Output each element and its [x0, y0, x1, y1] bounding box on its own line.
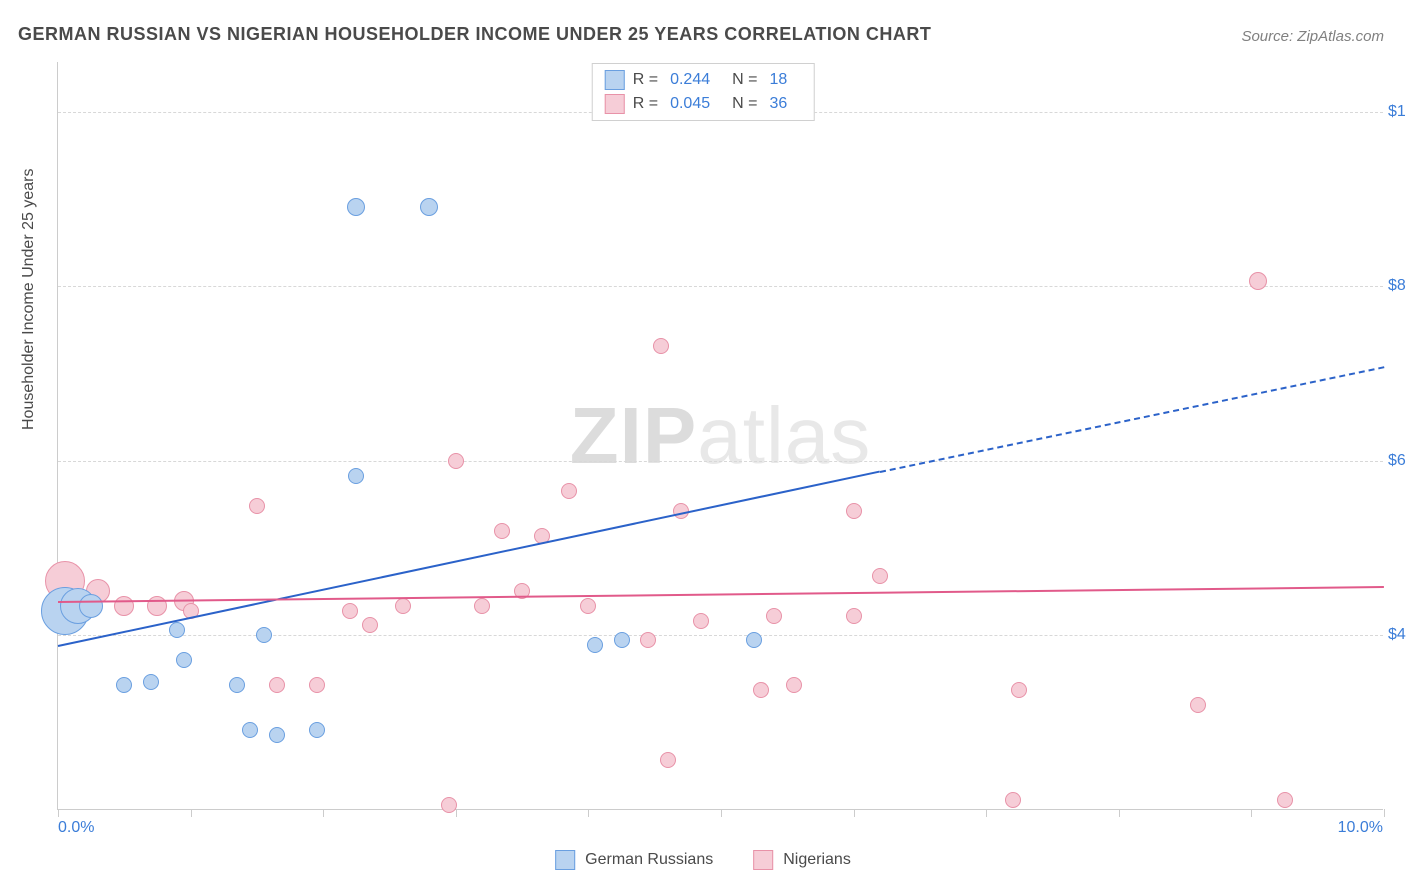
swatch-nigerians — [753, 850, 773, 870]
data-point-german-russians — [229, 677, 245, 693]
gridline — [58, 461, 1383, 462]
r-value-nigerians: 0.045 — [670, 95, 710, 113]
data-point-nigerians — [309, 677, 325, 693]
data-point-german-russians — [116, 677, 132, 693]
x-tick — [191, 809, 192, 817]
series-legend: German Russians Nigerians — [555, 850, 851, 870]
data-point-german-russians — [242, 722, 258, 738]
data-point-nigerians — [640, 632, 656, 648]
data-point-nigerians — [474, 598, 490, 614]
x-tick — [1251, 809, 1252, 817]
trend-line-german-russians-extrapolated — [880, 366, 1384, 473]
correlation-chart: GERMAN RUSSIAN VS NIGERIAN HOUSEHOLDER I… — [0, 0, 1406, 892]
data-point-german-russians — [143, 674, 159, 690]
x-axis-min-label: 0.0% — [58, 819, 94, 837]
x-tick — [588, 809, 589, 817]
data-point-nigerians — [1249, 272, 1267, 290]
data-point-nigerians — [561, 483, 577, 499]
data-point-german-russians — [614, 632, 630, 648]
data-point-nigerians — [448, 453, 464, 469]
data-point-nigerians — [660, 752, 676, 768]
data-point-german-russians — [347, 198, 365, 216]
swatch-german-russians — [605, 70, 625, 90]
data-point-nigerians — [269, 677, 285, 693]
data-point-german-russians — [348, 468, 364, 484]
stats-row-german-russians: R = 0.244 N = 18 — [605, 68, 802, 92]
trend-line-german-russians — [58, 471, 881, 647]
r-value-german-russians: 0.244 — [670, 71, 710, 89]
data-point-nigerians — [1005, 792, 1021, 808]
x-tick — [1384, 809, 1385, 817]
y-tick-label: $65,000 — [1388, 452, 1406, 470]
chart-title: GERMAN RUSSIAN VS NIGERIAN HOUSEHOLDER I… — [18, 24, 931, 45]
data-point-german-russians — [79, 594, 103, 618]
legend-item-nigerians: Nigerians — [753, 850, 851, 870]
stats-legend: R = 0.244 N = 18 R = 0.045 N = 36 — [592, 63, 815, 121]
watermark-light: atlas — [697, 391, 871, 480]
data-point-nigerians — [846, 503, 862, 519]
x-tick — [456, 809, 457, 817]
plot-area: ZIPatlas $47,500$65,000$82,500$100,0000.… — [57, 62, 1383, 810]
data-point-nigerians — [249, 498, 265, 514]
data-point-nigerians — [441, 797, 457, 813]
legend-item-german-russians: German Russians — [555, 850, 713, 870]
data-point-nigerians — [753, 682, 769, 698]
r-label: R = — [633, 71, 658, 89]
data-point-nigerians — [693, 613, 709, 629]
data-point-german-russians — [176, 652, 192, 668]
watermark-bold: ZIP — [570, 391, 697, 480]
data-point-nigerians — [766, 608, 782, 624]
y-tick-label: $100,000 — [1388, 103, 1406, 121]
gridline — [58, 286, 1383, 287]
x-tick — [58, 809, 59, 817]
data-point-nigerians — [395, 598, 411, 614]
r-label: R = — [633, 95, 658, 113]
legend-label: Nigerians — [783, 851, 851, 869]
data-point-nigerians — [494, 523, 510, 539]
data-point-nigerians — [580, 598, 596, 614]
data-point-nigerians — [846, 608, 862, 624]
data-point-nigerians — [653, 338, 669, 354]
data-point-nigerians — [1277, 792, 1293, 808]
y-axis-label: Householder Income Under 25 years — [20, 169, 38, 430]
data-point-nigerians — [872, 568, 888, 584]
legend-label: German Russians — [585, 851, 713, 869]
data-point-german-russians — [269, 727, 285, 743]
data-point-german-russians — [587, 637, 603, 653]
data-point-nigerians — [1190, 697, 1206, 713]
n-label: N = — [732, 71, 757, 89]
stats-row-nigerians: R = 0.045 N = 36 — [605, 92, 802, 116]
swatch-german-russians — [555, 850, 575, 870]
watermark: ZIPatlas — [570, 390, 871, 482]
y-tick-label: $47,500 — [1388, 626, 1406, 644]
data-point-german-russians — [309, 722, 325, 738]
n-label: N = — [732, 95, 757, 113]
data-point-nigerians — [362, 617, 378, 633]
n-value-nigerians: 36 — [769, 95, 787, 113]
n-value-german-russians: 18 — [769, 71, 787, 89]
data-point-nigerians — [147, 596, 167, 616]
data-point-german-russians — [169, 622, 185, 638]
data-point-german-russians — [420, 198, 438, 216]
data-point-nigerians — [114, 596, 134, 616]
data-point-german-russians — [256, 627, 272, 643]
x-tick — [721, 809, 722, 817]
data-point-nigerians — [1011, 682, 1027, 698]
x-tick — [1119, 809, 1120, 817]
data-point-german-russians — [746, 632, 762, 648]
data-point-nigerians — [342, 603, 358, 619]
y-tick-label: $82,500 — [1388, 277, 1406, 295]
x-tick — [323, 809, 324, 817]
x-axis-max-label: 10.0% — [1338, 819, 1383, 837]
data-point-nigerians — [786, 677, 802, 693]
x-tick — [986, 809, 987, 817]
trend-line-nigerians — [58, 586, 1384, 603]
swatch-nigerians — [605, 94, 625, 114]
x-tick — [854, 809, 855, 817]
source-attribution: Source: ZipAtlas.com — [1241, 28, 1384, 45]
